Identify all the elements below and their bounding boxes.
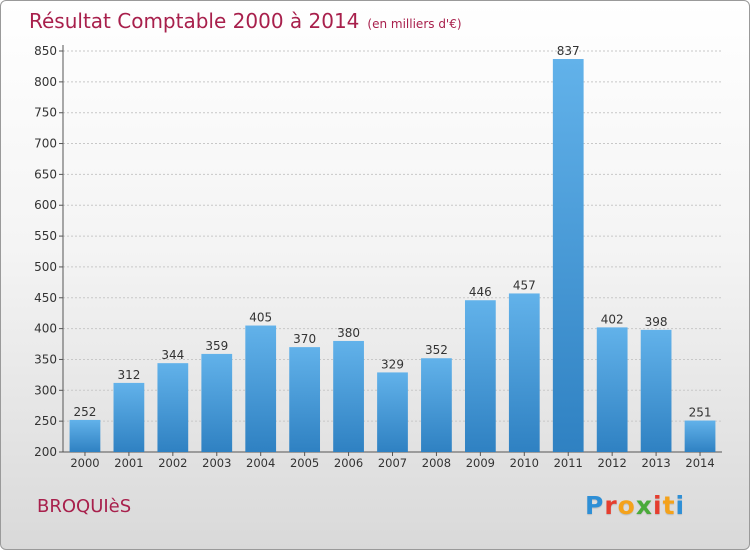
data-label: 329 (381, 357, 404, 371)
bar (333, 340, 364, 452)
bar (421, 358, 452, 452)
data-label: 402 (601, 312, 624, 326)
x-tick-label: 2007 (378, 456, 407, 470)
town-name: BROQUIèS (37, 496, 132, 517)
x-tick-label: 2000 (70, 456, 99, 470)
y-tick-label: 650 (34, 167, 57, 181)
data-label: 405 (249, 311, 272, 325)
data-label: 312 (117, 368, 140, 382)
data-label: 251 (689, 406, 712, 420)
bar (640, 329, 672, 452)
x-tick-label: 2008 (422, 456, 451, 470)
logo-letter: r (604, 491, 618, 520)
x-tick-label: 2004 (246, 456, 275, 470)
x-tick-label: 2010 (510, 456, 539, 470)
y-tick-label: 600 (34, 198, 57, 212)
y-tick-label: 350 (34, 352, 57, 366)
data-label: 370 (293, 332, 316, 346)
x-tick-label: 2012 (598, 456, 627, 470)
y-tick-label: 300 (34, 383, 57, 397)
x-tick-label: 2009 (466, 456, 495, 470)
bar (289, 347, 321, 452)
logo-letter: o (617, 491, 636, 520)
data-label: 398 (645, 315, 668, 329)
data-label: 352 (425, 343, 448, 357)
x-tick-label: 2005 (290, 456, 319, 470)
data-label: 252 (74, 405, 97, 419)
y-tick-label: 400 (34, 322, 57, 336)
data-label: 380 (337, 326, 360, 340)
bar (113, 382, 145, 452)
y-tick-label: 450 (34, 291, 57, 305)
bar (508, 293, 540, 452)
logo-letter: t (662, 491, 676, 520)
y-tick-label: 200 (34, 445, 57, 459)
bar (245, 325, 277, 452)
x-tick-label: 2006 (334, 456, 363, 470)
x-tick-label: 2013 (641, 456, 670, 470)
y-tick-label: 800 (34, 75, 57, 89)
y-tick-label: 750 (34, 106, 57, 120)
logo-letter: P (585, 491, 605, 520)
logo-letter: i (653, 491, 663, 520)
chart-subtitle: (en milliers d'€) (367, 17, 462, 31)
data-label: 446 (469, 285, 492, 299)
y-tick-label: 550 (34, 229, 57, 243)
y-tick-label: 850 (34, 44, 57, 58)
bar (157, 363, 189, 452)
data-label: 457 (513, 278, 536, 292)
bar (377, 372, 408, 452)
data-label: 359 (205, 339, 228, 353)
data-label: 837 (557, 44, 580, 58)
x-tick-label: 2001 (114, 456, 143, 470)
proxiti-logo: Proxiti (585, 491, 685, 520)
y-tick-label: 250 (34, 414, 57, 428)
bar (552, 59, 584, 453)
data-label: 344 (161, 348, 184, 362)
logo-letter: i (675, 491, 686, 520)
y-tick-label: 500 (34, 260, 57, 274)
chart-title-text: Résultat Comptable 2000 à 2014 (29, 9, 360, 33)
bar (464, 300, 496, 452)
bar (684, 420, 716, 452)
x-tick-label: 2014 (685, 456, 714, 470)
bar (69, 419, 101, 452)
bar (596, 327, 628, 452)
x-tick-label: 2011 (554, 456, 583, 470)
bar (201, 353, 233, 452)
x-tick-label: 2003 (202, 456, 231, 470)
logo-letter: x (635, 491, 653, 520)
y-tick-label: 700 (34, 137, 57, 151)
chart-title: Résultat Comptable 2000 à 2014 (en millie… (29, 9, 462, 33)
x-tick-label: 2002 (158, 456, 187, 470)
